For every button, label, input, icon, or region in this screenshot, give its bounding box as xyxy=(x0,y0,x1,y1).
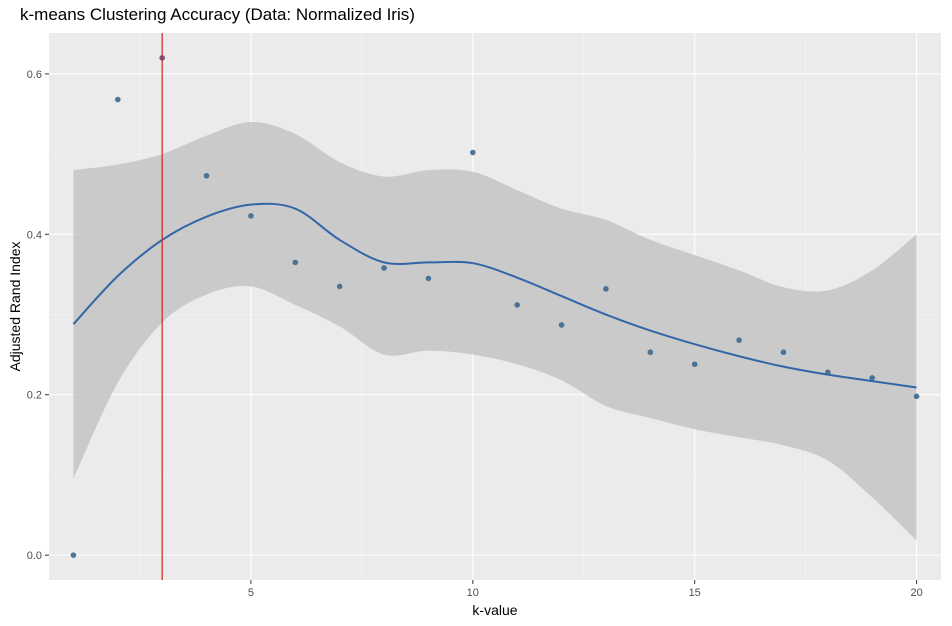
confidence-band xyxy=(73,122,917,541)
y-tick-label: 0.6 xyxy=(27,69,42,81)
data-point xyxy=(780,349,787,356)
data-point xyxy=(514,302,520,308)
chart-title: k-means Clustering Accuracy (Data: Norma… xyxy=(20,5,415,24)
data-point xyxy=(869,375,876,381)
y-tick-label: 0.4 xyxy=(27,229,42,241)
data-point xyxy=(470,149,476,156)
data-point xyxy=(603,286,609,292)
x-tick-label: 15 xyxy=(689,587,701,599)
data-point xyxy=(913,393,920,400)
data-points xyxy=(70,55,920,558)
data-point xyxy=(647,349,654,356)
data-point xyxy=(381,265,387,271)
x-tick-label: 5 xyxy=(248,587,254,599)
y-tick-label: 0.0 xyxy=(27,550,42,562)
data-point xyxy=(70,552,77,558)
y-tick-label: 0.2 xyxy=(27,390,42,402)
x-tick-label: 20 xyxy=(910,587,922,599)
data-point xyxy=(292,259,299,266)
data-point xyxy=(825,369,831,376)
data-point xyxy=(203,172,210,179)
data-point xyxy=(336,283,343,290)
data-point xyxy=(558,322,565,328)
data-point xyxy=(691,361,698,368)
x-axis: 5 10 15 20 xyxy=(248,580,923,599)
smooth-trend-line xyxy=(72,202,917,389)
data-point xyxy=(425,275,432,282)
x-tick-label: 10 xyxy=(467,587,479,599)
data-point xyxy=(248,213,254,219)
y-axis: 0.0 0.2 0.4 0.6 xyxy=(27,69,49,562)
data-point xyxy=(159,55,165,61)
y-axis-title: Adjusted Rand Index xyxy=(7,242,23,372)
data-point xyxy=(114,96,121,103)
data-point xyxy=(736,337,742,343)
x-axis-title: k-value xyxy=(472,602,517,618)
